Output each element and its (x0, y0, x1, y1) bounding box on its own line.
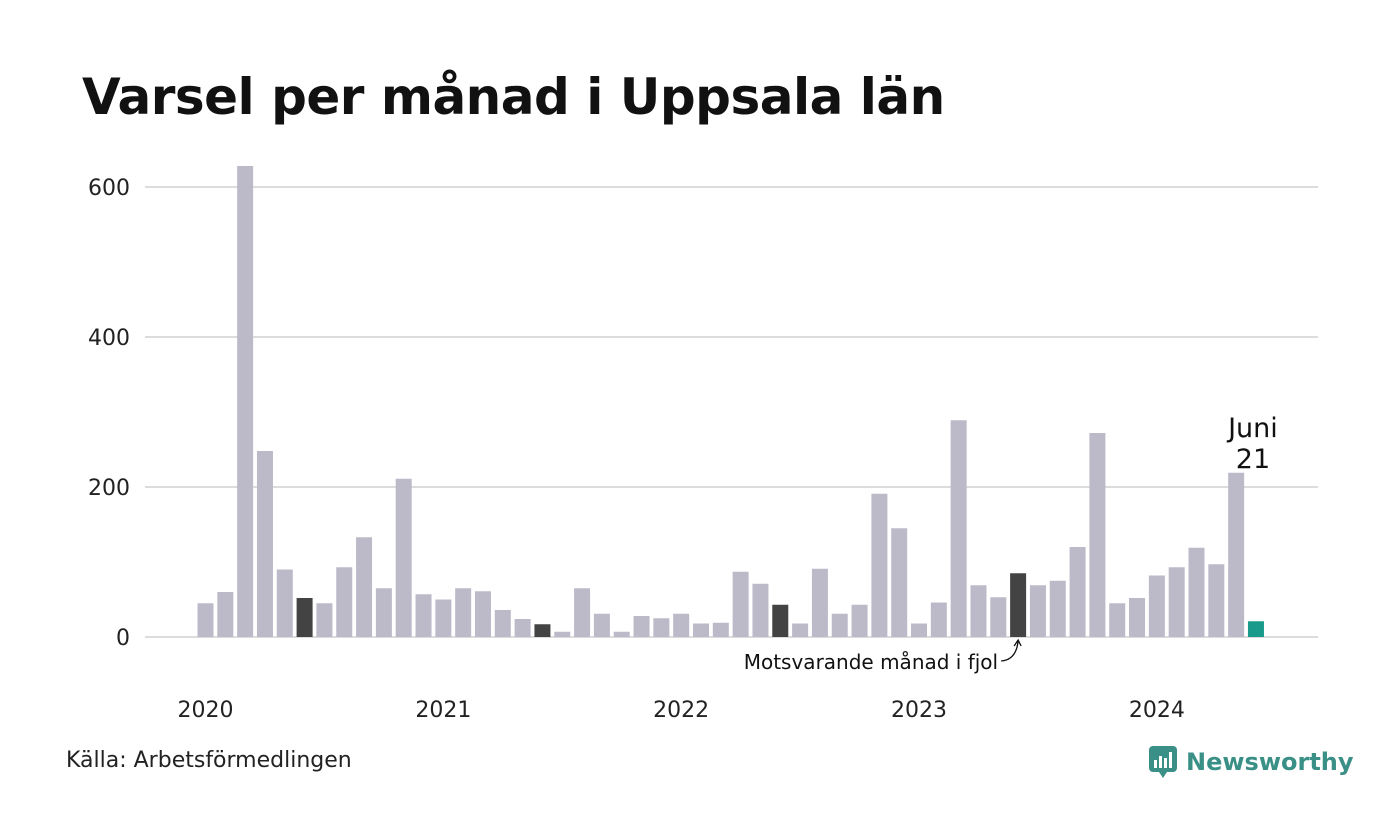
bar (712, 622, 729, 637)
bar (237, 166, 254, 637)
grid-lines (145, 186, 1318, 638)
current-value-callout: Juni 21 (1226, 413, 1278, 475)
bar (296, 598, 313, 637)
x-axis-labels: 2020 2021 2022 2023 2024 (178, 698, 1185, 723)
x-tick-label: 2020 (178, 698, 234, 723)
bar (673, 613, 690, 637)
bar (871, 493, 888, 637)
bar (1129, 598, 1146, 637)
chart-title: Varsel per månad i Uppsala län (82, 68, 945, 126)
chart-bubble-icon (1149, 746, 1177, 778)
bar (276, 569, 293, 637)
bar (217, 592, 234, 637)
bar (1069, 547, 1086, 637)
bar (1010, 573, 1027, 637)
bar (1029, 585, 1046, 637)
bar (911, 623, 928, 637)
bar (1188, 547, 1205, 637)
y-tick-label: 600 (88, 176, 130, 201)
callout-value: 21 (1236, 444, 1270, 475)
bar-chart: 0 200 400 600 2020 2021 2022 2023 2024 Motsvara… (88, 166, 1318, 723)
bar (970, 585, 987, 637)
bar (256, 451, 273, 637)
y-tick-label: 400 (88, 326, 130, 351)
bar (950, 420, 967, 637)
x-tick-label: 2023 (891, 698, 947, 723)
bar (772, 604, 789, 637)
bar (1247, 621, 1264, 637)
bar (474, 591, 491, 637)
bar (1148, 575, 1165, 637)
brand-logo[interactable]: Newsworthy (1148, 742, 1354, 782)
y-axis-labels: 0 200 400 600 (88, 176, 130, 651)
bar (356, 537, 373, 637)
bar (415, 594, 432, 637)
bar (1228, 472, 1245, 637)
bar (752, 583, 769, 637)
callout-month: Juni (1226, 413, 1278, 444)
bar (891, 528, 908, 637)
bar (1049, 580, 1066, 637)
annotation: Motsvarande månad i fjol (744, 638, 1022, 674)
bar (1089, 433, 1106, 637)
bar (811, 568, 828, 637)
bar (693, 623, 709, 637)
x-tick-label: 2022 (653, 698, 709, 723)
bar (395, 478, 412, 637)
bar (732, 571, 749, 637)
bar (375, 588, 392, 637)
bar (534, 624, 551, 637)
bar (316, 603, 333, 637)
bar (990, 597, 1007, 637)
bar (494, 610, 511, 637)
bar (554, 631, 571, 637)
bar (633, 616, 650, 637)
bar (1109, 603, 1126, 637)
bar (792, 623, 809, 637)
brand-name: Newsworthy (1186, 748, 1354, 776)
bar (851, 604, 868, 637)
y-tick-label: 0 (116, 626, 130, 651)
bar (435, 599, 452, 637)
bar (1168, 567, 1185, 637)
bars (197, 166, 1264, 637)
bar (455, 588, 472, 637)
annotation-arrow (1001, 638, 1022, 662)
bar (653, 618, 670, 637)
x-tick-label: 2024 (1129, 698, 1185, 723)
bar (197, 603, 214, 637)
bar (1208, 564, 1225, 637)
bar (336, 567, 353, 637)
x-tick-label: 2021 (415, 698, 471, 723)
bar (930, 602, 947, 637)
bar (593, 613, 610, 637)
y-tick-label: 200 (88, 476, 130, 501)
bar (574, 588, 591, 637)
bar (613, 631, 630, 637)
source-note: Källa: Arbetsförmedlingen (66, 748, 352, 773)
annotation-label: Motsvarande månad i fjol (744, 650, 998, 674)
bar (514, 619, 531, 637)
bar (831, 613, 848, 637)
